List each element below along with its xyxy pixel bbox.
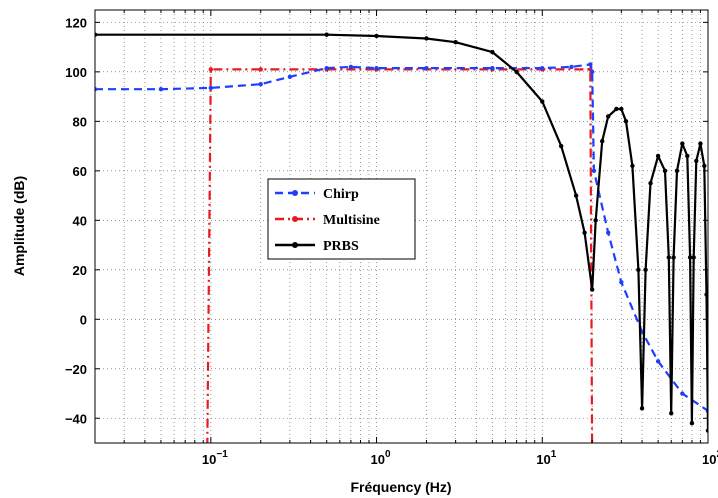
x-axis-label: Fréquency (Hz) — [350, 479, 451, 495]
data-point — [490, 65, 495, 71]
data-point — [374, 33, 379, 39]
data-point — [702, 163, 707, 169]
plot-frame — [94, 9, 709, 444]
data-point — [208, 85, 214, 91]
y-tick-label: 0 — [80, 312, 87, 327]
data-point — [95, 32, 98, 37]
data-point — [655, 153, 661, 159]
data-point — [540, 65, 545, 71]
series-line — [206, 68, 594, 443]
data-point — [698, 141, 703, 146]
data-point — [623, 119, 629, 124]
legend-label: Chirp — [323, 187, 359, 202]
series-prbs — [95, 32, 708, 433]
data-point — [490, 49, 495, 55]
data-point — [704, 292, 708, 297]
axis-ticks: −40 −20 0 20 40 60 80 100 120 10−1 100 101 102 — [65, 10, 718, 467]
data-point — [671, 255, 676, 260]
data-point — [666, 255, 671, 260]
data-point — [514, 69, 519, 75]
legend-item-chirp: Chirp — [275, 187, 359, 202]
data-point — [258, 82, 263, 87]
legend-marker — [292, 216, 298, 222]
data-point — [636, 267, 641, 272]
data-point — [374, 65, 379, 71]
data-point — [540, 99, 545, 104]
data-point — [630, 163, 635, 169]
legend-marker — [292, 242, 298, 248]
data-point — [324, 65, 329, 71]
legend-label: PRBS — [323, 239, 359, 254]
data-point — [606, 114, 611, 119]
data-point — [348, 64, 354, 70]
data-point — [606, 230, 611, 235]
data-point — [569, 64, 574, 70]
data-point — [680, 391, 685, 396]
data-point — [687, 255, 693, 260]
data-point — [258, 67, 263, 72]
data-point — [639, 406, 645, 411]
x-tick-label: 101 — [536, 449, 556, 467]
data-point — [588, 62, 593, 67]
data-point — [648, 181, 653, 186]
data-point — [680, 141, 685, 146]
data-point — [158, 86, 164, 92]
data-point — [614, 106, 619, 112]
data-point — [589, 69, 595, 75]
data-point — [619, 106, 624, 112]
data-point — [424, 36, 429, 41]
data-point — [589, 287, 595, 292]
series-layer — [93, 32, 708, 470]
x-tick-label: 102 — [702, 449, 718, 467]
data-point — [643, 267, 648, 272]
x-tick-label: 100 — [371, 449, 391, 467]
y-axis-label: Amplitude (dB) — [11, 176, 27, 276]
data-point — [591, 168, 597, 174]
legend-item-multisine: Multisine — [275, 213, 380, 228]
legend: Chirp Multisine PRBS — [267, 178, 416, 260]
y-tick-label: 80 — [73, 114, 87, 129]
data-point — [705, 428, 708, 433]
data-point — [655, 359, 661, 364]
data-point — [662, 168, 668, 174]
y-tick-label: 120 — [65, 15, 87, 30]
y-tick-label: −40 — [65, 411, 87, 426]
data-point — [287, 74, 293, 80]
legend-label: Multisine — [323, 213, 380, 228]
y-tick-label: 20 — [73, 263, 87, 278]
y-tick-label: −20 — [65, 362, 87, 377]
x-tick-label: 10−1 — [202, 449, 228, 467]
legend-item-prbs: PRBS — [275, 239, 359, 254]
data-point — [600, 138, 605, 144]
data-point — [590, 466, 594, 470]
data-point — [694, 158, 699, 164]
data-point — [685, 153, 690, 159]
data-point — [689, 421, 695, 426]
data-point — [453, 39, 458, 45]
data-point — [573, 193, 579, 198]
axis-labels: Fréquency (Hz) Amplitude (dB) — [11, 176, 452, 495]
data-point — [424, 65, 429, 71]
data-point — [674, 168, 680, 174]
y-tick-label: 100 — [65, 65, 87, 80]
data-point — [558, 143, 564, 149]
data-point — [93, 466, 97, 470]
data-point — [619, 279, 624, 285]
y-tick-label: 60 — [73, 164, 87, 179]
data-point — [324, 32, 329, 37]
y-tick-label: 40 — [73, 213, 87, 228]
data-point — [593, 218, 598, 223]
data-point — [95, 86, 98, 92]
data-point — [669, 411, 674, 416]
data-point — [691, 255, 696, 260]
data-point — [582, 230, 587, 235]
data-point — [208, 67, 214, 72]
legend-marker — [292, 190, 298, 196]
